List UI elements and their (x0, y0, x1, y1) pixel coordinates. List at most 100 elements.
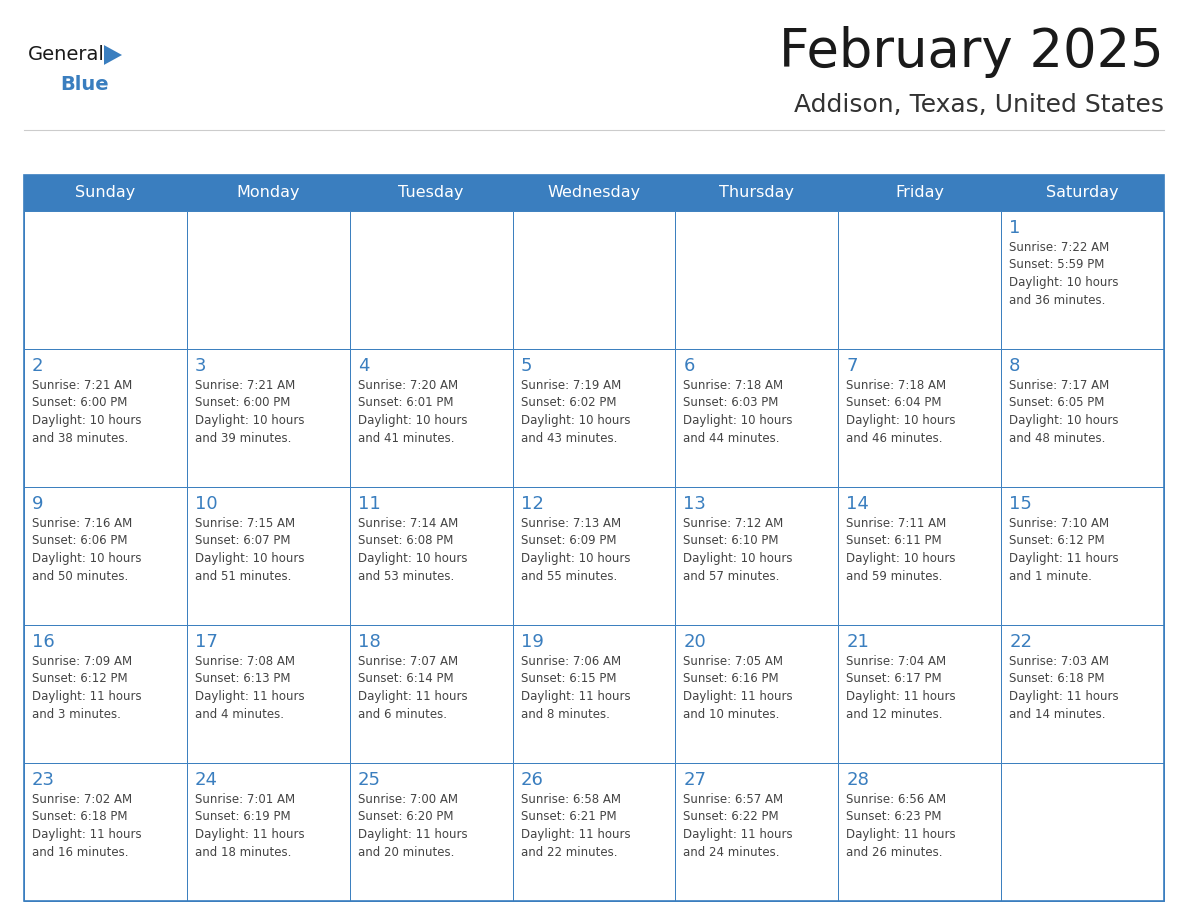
Text: Sunrise: 7:10 AM
Sunset: 6:12 PM
Daylight: 11 hours
and 1 minute.: Sunrise: 7:10 AM Sunset: 6:12 PM Dayligh… (1009, 517, 1119, 583)
Text: Sunrise: 7:07 AM
Sunset: 6:14 PM
Daylight: 11 hours
and 6 minutes.: Sunrise: 7:07 AM Sunset: 6:14 PM Dayligh… (358, 655, 467, 721)
Text: 11: 11 (358, 495, 380, 513)
Text: 8: 8 (1009, 357, 1020, 375)
Bar (512, 763, 676, 901)
Bar (349, 349, 512, 487)
Text: February 2025: February 2025 (779, 26, 1164, 78)
Text: 21: 21 (846, 633, 870, 651)
Text: Sunrise: 7:21 AM
Sunset: 6:00 PM
Daylight: 10 hours
and 39 minutes.: Sunrise: 7:21 AM Sunset: 6:00 PM Dayligh… (195, 379, 304, 444)
Text: Sunrise: 6:58 AM
Sunset: 6:21 PM
Daylight: 11 hours
and 22 minutes.: Sunrise: 6:58 AM Sunset: 6:21 PM Dayligh… (520, 793, 630, 858)
Bar (24, 175, 1164, 211)
Text: 28: 28 (846, 771, 870, 789)
Text: Sunrise: 7:20 AM
Sunset: 6:01 PM
Daylight: 10 hours
and 41 minutes.: Sunrise: 7:20 AM Sunset: 6:01 PM Dayligh… (358, 379, 467, 444)
Text: Sunrise: 7:02 AM
Sunset: 6:18 PM
Daylight: 11 hours
and 16 minutes.: Sunrise: 7:02 AM Sunset: 6:18 PM Dayligh… (32, 793, 141, 858)
Text: Sunrise: 7:00 AM
Sunset: 6:20 PM
Daylight: 11 hours
and 20 minutes.: Sunrise: 7:00 AM Sunset: 6:20 PM Dayligh… (358, 793, 467, 858)
Bar (839, 487, 1001, 625)
Text: Sunrise: 7:05 AM
Sunset: 6:16 PM
Daylight: 11 hours
and 10 minutes.: Sunrise: 7:05 AM Sunset: 6:16 PM Dayligh… (683, 655, 794, 721)
Text: Sunrise: 7:16 AM
Sunset: 6:06 PM
Daylight: 10 hours
and 50 minutes.: Sunrise: 7:16 AM Sunset: 6:06 PM Dayligh… (32, 517, 141, 583)
Text: Monday: Monday (236, 185, 301, 200)
Bar (1001, 625, 1164, 763)
Text: Sunrise: 7:19 AM
Sunset: 6:02 PM
Daylight: 10 hours
and 43 minutes.: Sunrise: 7:19 AM Sunset: 6:02 PM Dayligh… (520, 379, 630, 444)
Text: 9: 9 (32, 495, 44, 513)
Bar (24, 349, 187, 487)
Text: Sunrise: 7:14 AM
Sunset: 6:08 PM
Daylight: 10 hours
and 53 minutes.: Sunrise: 7:14 AM Sunset: 6:08 PM Dayligh… (358, 517, 467, 583)
Bar (676, 487, 839, 625)
Text: 22: 22 (1009, 633, 1032, 651)
Bar (839, 625, 1001, 763)
Text: Sunrise: 7:09 AM
Sunset: 6:12 PM
Daylight: 11 hours
and 3 minutes.: Sunrise: 7:09 AM Sunset: 6:12 PM Dayligh… (32, 655, 141, 721)
Bar (1001, 211, 1164, 349)
Bar (24, 763, 187, 901)
Text: Sunrise: 6:56 AM
Sunset: 6:23 PM
Daylight: 11 hours
and 26 minutes.: Sunrise: 6:56 AM Sunset: 6:23 PM Dayligh… (846, 793, 956, 858)
Text: Blue: Blue (61, 75, 108, 95)
Bar (24, 625, 187, 763)
Text: General: General (29, 46, 105, 64)
Bar (839, 211, 1001, 349)
Text: 24: 24 (195, 771, 217, 789)
Bar (349, 211, 512, 349)
Text: 27: 27 (683, 771, 707, 789)
Text: 12: 12 (520, 495, 543, 513)
Bar (512, 625, 676, 763)
Text: 1: 1 (1009, 219, 1020, 237)
Text: Sunrise: 7:18 AM
Sunset: 6:04 PM
Daylight: 10 hours
and 46 minutes.: Sunrise: 7:18 AM Sunset: 6:04 PM Dayligh… (846, 379, 956, 444)
Bar (839, 763, 1001, 901)
Text: 26: 26 (520, 771, 543, 789)
Text: 14: 14 (846, 495, 870, 513)
Text: 7: 7 (846, 357, 858, 375)
Text: Sunrise: 7:17 AM
Sunset: 6:05 PM
Daylight: 10 hours
and 48 minutes.: Sunrise: 7:17 AM Sunset: 6:05 PM Dayligh… (1009, 379, 1119, 444)
Bar (1001, 349, 1164, 487)
Bar (676, 625, 839, 763)
Text: 23: 23 (32, 771, 55, 789)
Text: Sunrise: 6:57 AM
Sunset: 6:22 PM
Daylight: 11 hours
and 24 minutes.: Sunrise: 6:57 AM Sunset: 6:22 PM Dayligh… (683, 793, 794, 858)
Bar (676, 349, 839, 487)
Text: 17: 17 (195, 633, 217, 651)
Text: Sunrise: 7:11 AM
Sunset: 6:11 PM
Daylight: 10 hours
and 59 minutes.: Sunrise: 7:11 AM Sunset: 6:11 PM Dayligh… (846, 517, 956, 583)
Text: Sunday: Sunday (75, 185, 135, 200)
Text: Sunrise: 7:01 AM
Sunset: 6:19 PM
Daylight: 11 hours
and 18 minutes.: Sunrise: 7:01 AM Sunset: 6:19 PM Dayligh… (195, 793, 304, 858)
Bar (839, 349, 1001, 487)
Text: 16: 16 (32, 633, 55, 651)
Text: 15: 15 (1009, 495, 1032, 513)
Text: Sunrise: 7:04 AM
Sunset: 6:17 PM
Daylight: 11 hours
and 12 minutes.: Sunrise: 7:04 AM Sunset: 6:17 PM Dayligh… (846, 655, 956, 721)
Bar (512, 487, 676, 625)
Text: Sunrise: 7:03 AM
Sunset: 6:18 PM
Daylight: 11 hours
and 14 minutes.: Sunrise: 7:03 AM Sunset: 6:18 PM Dayligh… (1009, 655, 1119, 721)
Bar (676, 763, 839, 901)
Text: 3: 3 (195, 357, 207, 375)
Bar (512, 349, 676, 487)
Text: 2: 2 (32, 357, 44, 375)
Bar (1001, 763, 1164, 901)
Text: 18: 18 (358, 633, 380, 651)
Text: 5: 5 (520, 357, 532, 375)
Bar (24, 487, 187, 625)
Text: 19: 19 (520, 633, 543, 651)
Bar (187, 349, 349, 487)
Text: Thursday: Thursday (720, 185, 795, 200)
Text: Sunrise: 7:12 AM
Sunset: 6:10 PM
Daylight: 10 hours
and 57 minutes.: Sunrise: 7:12 AM Sunset: 6:10 PM Dayligh… (683, 517, 792, 583)
Text: 4: 4 (358, 357, 369, 375)
Bar (24, 175, 1164, 901)
Text: Sunrise: 7:18 AM
Sunset: 6:03 PM
Daylight: 10 hours
and 44 minutes.: Sunrise: 7:18 AM Sunset: 6:03 PM Dayligh… (683, 379, 792, 444)
Text: Sunrise: 7:21 AM
Sunset: 6:00 PM
Daylight: 10 hours
and 38 minutes.: Sunrise: 7:21 AM Sunset: 6:00 PM Dayligh… (32, 379, 141, 444)
Bar (676, 211, 839, 349)
Bar (187, 487, 349, 625)
Text: Addison, Texas, United States: Addison, Texas, United States (794, 93, 1164, 117)
Bar (187, 763, 349, 901)
Bar (187, 211, 349, 349)
Bar (349, 625, 512, 763)
Polygon shape (105, 45, 122, 65)
Text: 20: 20 (683, 633, 706, 651)
Text: 13: 13 (683, 495, 707, 513)
Text: 6: 6 (683, 357, 695, 375)
Text: Sunrise: 7:22 AM
Sunset: 5:59 PM
Daylight: 10 hours
and 36 minutes.: Sunrise: 7:22 AM Sunset: 5:59 PM Dayligh… (1009, 241, 1119, 307)
Text: Tuesday: Tuesday (398, 185, 463, 200)
Text: 25: 25 (358, 771, 380, 789)
Bar (512, 211, 676, 349)
Bar (187, 625, 349, 763)
Text: Sunrise: 7:13 AM
Sunset: 6:09 PM
Daylight: 10 hours
and 55 minutes.: Sunrise: 7:13 AM Sunset: 6:09 PM Dayligh… (520, 517, 630, 583)
Text: Saturday: Saturday (1047, 185, 1119, 200)
Bar (1001, 487, 1164, 625)
Bar (24, 211, 187, 349)
Text: Sunrise: 7:15 AM
Sunset: 6:07 PM
Daylight: 10 hours
and 51 minutes.: Sunrise: 7:15 AM Sunset: 6:07 PM Dayligh… (195, 517, 304, 583)
Text: Wednesday: Wednesday (548, 185, 640, 200)
Bar (349, 487, 512, 625)
